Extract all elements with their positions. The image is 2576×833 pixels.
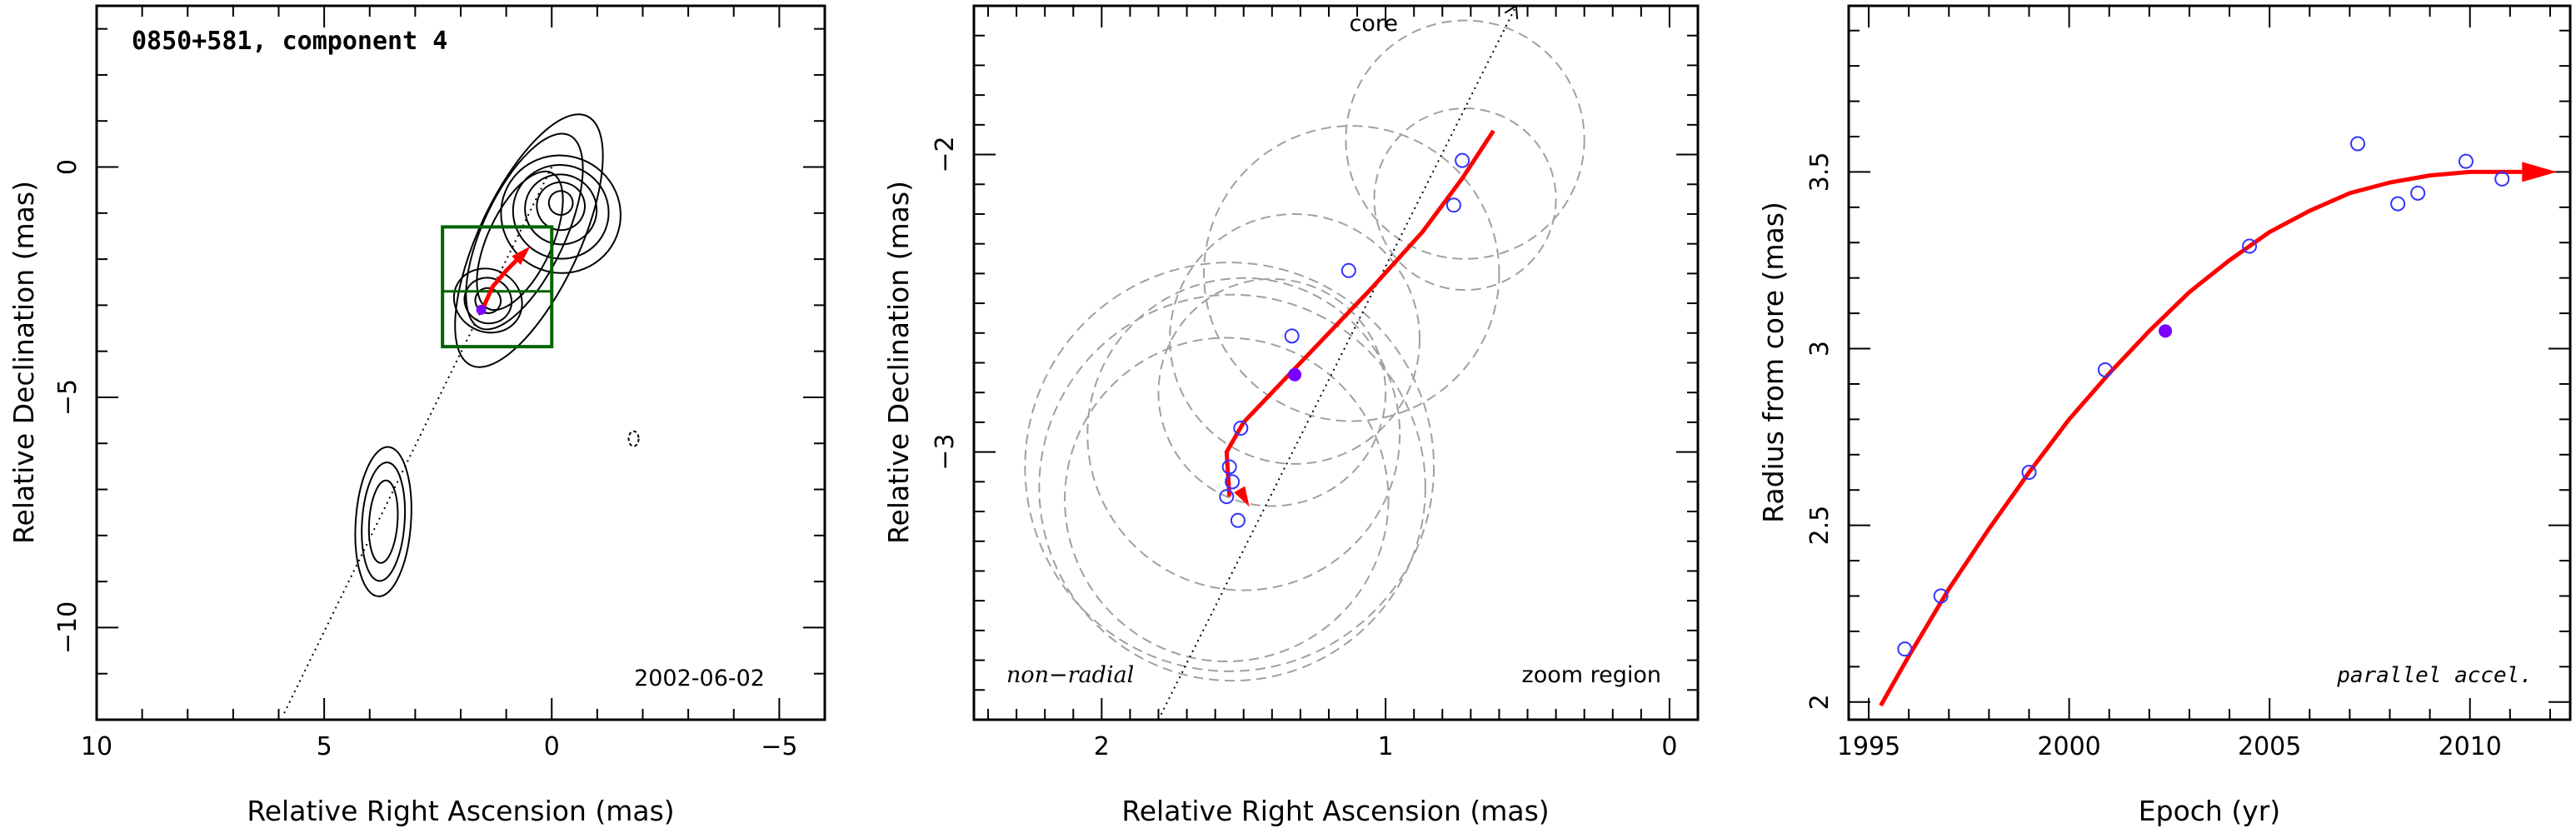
contour-core (524, 173, 598, 246)
beam-circle (1157, 277, 1387, 507)
y-tick-label: −2 (931, 136, 960, 172)
epoch-date-label: 2002-06-02 (634, 666, 765, 691)
epoch-point (1233, 421, 1249, 436)
non-radial-label: non−radial (1006, 662, 1134, 688)
panel-zoom-region: core non−radial zoom region Relative Rig… (882, 4, 1700, 827)
x-tick-label: 5 (317, 732, 332, 761)
beam-circle (1064, 337, 1390, 663)
x-axis-title: Epoch (yr) (2139, 795, 2280, 827)
contour-island (627, 430, 640, 447)
y-axis-title: Radius from core (mas) (1757, 202, 1790, 523)
y-tick-label: 3.5 (1805, 152, 1835, 192)
parallel-accel-label: parallel accel. (2336, 663, 2533, 688)
contour-bridge (476, 170, 564, 312)
zoom-region-label: zoom region (1522, 662, 1661, 688)
plot-frame (972, 4, 1700, 721)
epoch-point (1219, 489, 1235, 505)
x-tick-label: 0 (1661, 732, 1677, 761)
y-tick-label: −3 (931, 434, 960, 471)
current-epoch-point (476, 304, 487, 315)
beam-circle (1086, 277, 1401, 591)
x-tick-label: 10 (81, 732, 112, 761)
epoch-point (2494, 171, 2510, 187)
fit-arrowhead (2522, 162, 2558, 182)
core-arrowhead (1504, 4, 1519, 20)
panel-source-map: 0850+581, component 4 2002-06-02 Relativ… (7, 4, 826, 827)
beam-circle (1024, 262, 1435, 672)
beam-circle (1203, 125, 1500, 422)
epoch-point (2242, 238, 2258, 254)
fit-arrowhead (512, 246, 531, 266)
beam-circle (1169, 212, 1421, 465)
contour-lower-blob (354, 446, 412, 597)
epoch-point (1225, 474, 1241, 490)
contour-bridge (454, 113, 604, 368)
jet-axis-line (282, 167, 553, 716)
contour-lower-blob (361, 461, 407, 582)
panel-title: 0850+581, component 4 (132, 27, 447, 56)
contour-lower-blob (367, 479, 399, 564)
x-tick-label: 0 (544, 732, 560, 761)
x-tick-label: 2 (1094, 732, 1110, 761)
y-tick-label: 2.5 (1805, 506, 1835, 546)
epoch-point (1221, 459, 1237, 475)
epoch-point (2097, 362, 2113, 377)
y-axis-title: Relative Declination (mas) (7, 181, 40, 544)
epoch-point (1933, 588, 1949, 604)
beam-circle (1038, 293, 1426, 682)
current-epoch-point (1288, 367, 1302, 382)
plot-frame (1847, 4, 2572, 721)
fit-curve (1879, 169, 2523, 707)
y-axis-title: Relative Declination (mas) (882, 181, 915, 544)
contour-core (512, 163, 610, 260)
x-tick-label: 1 (1378, 732, 1394, 761)
jet-axis-line (1157, 5, 1517, 721)
beam-circle (1373, 107, 1557, 292)
fit-arrowhead (1234, 486, 1250, 507)
epoch-point (1284, 328, 1300, 344)
y-tick-label: 0 (53, 159, 82, 175)
panel-radius-vs-epoch: parallel accel. Epoch (yr) Radius from c… (1757, 4, 2572, 827)
plot-frame (95, 4, 826, 721)
current-epoch-point (2159, 324, 2173, 338)
x-tick-label: 1995 (1837, 732, 1900, 761)
contour-bridge (465, 132, 584, 331)
beam-circle (1345, 19, 1585, 260)
y-tick-label: −5 (53, 379, 82, 416)
contour-core (547, 190, 574, 216)
epoch-point (2410, 185, 2426, 201)
core-direction-label: core (1350, 11, 1398, 37)
y-tick-label: 3 (1805, 341, 1835, 357)
y-tick-label: −10 (53, 601, 82, 654)
x-tick-label: 2005 (2238, 732, 2301, 761)
epoch-point (1230, 512, 1246, 528)
x-axis-title: Relative Right Ascension (mas) (1121, 795, 1549, 827)
fit-track (1224, 129, 1495, 497)
epoch-point (2021, 465, 2037, 481)
epoch-point (2458, 153, 2474, 169)
x-tick-label: 2010 (2439, 732, 2502, 761)
epoch-point (1445, 197, 1461, 213)
x-tick-label: 2000 (2037, 732, 2100, 761)
epoch-point (2350, 136, 2366, 152)
x-tick-label: −5 (761, 732, 797, 761)
epoch-point (1455, 152, 1470, 168)
epoch-point (2390, 196, 2406, 212)
epoch-point (1897, 641, 1913, 657)
fit-track (479, 252, 524, 313)
zoom-box (441, 225, 554, 349)
x-axis-title: Relative Right Ascension (mas) (247, 795, 674, 827)
y-tick-label: 2 (1805, 694, 1835, 710)
epoch-point (1340, 262, 1356, 278)
